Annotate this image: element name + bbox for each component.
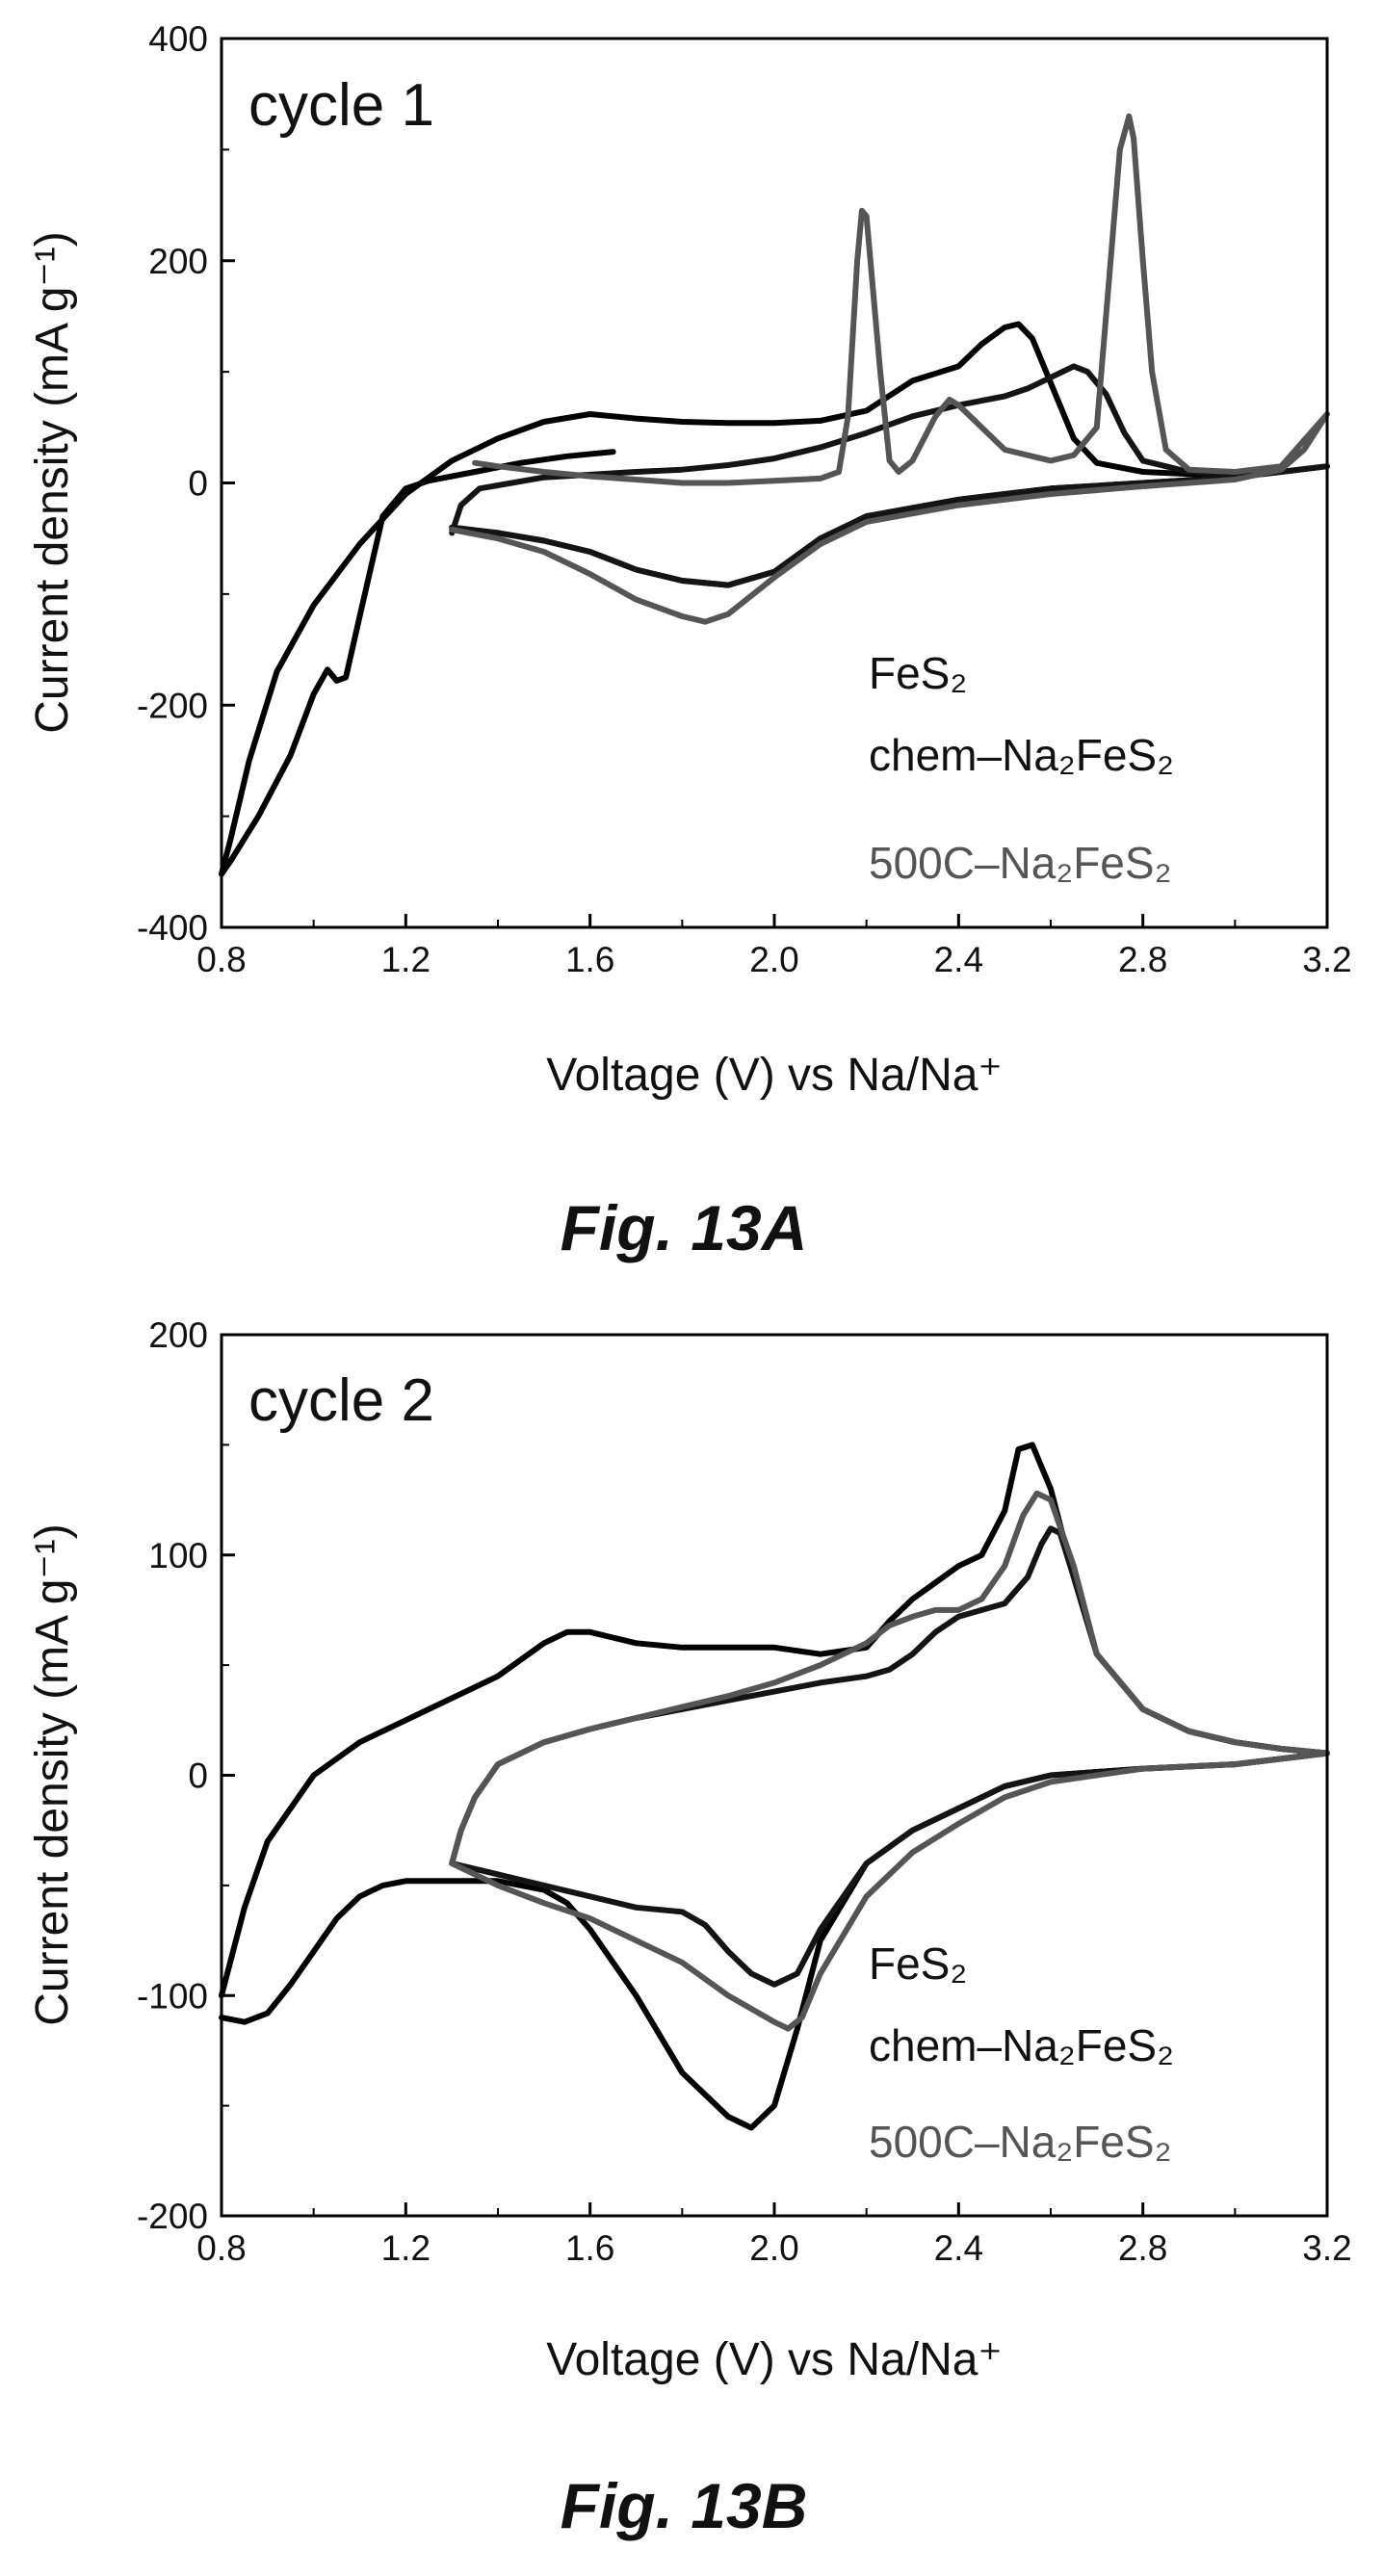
- y-axis-title-b: Current density (mA g⁻¹): [27, 1523, 78, 2025]
- x-tick-label-a-3: 2.0: [749, 940, 798, 979]
- y-tick-label-a-0: -400: [137, 908, 208, 948]
- x-tick-label-a-4: 2.4: [934, 940, 983, 979]
- series-line-a-2: [449, 113, 1330, 625]
- y-tick-label-a-4: 400: [148, 19, 208, 59]
- legend-entry-chem-a: chem–Na₂FeS₂: [869, 730, 1174, 780]
- series-line-a-1: [449, 363, 1330, 588]
- series-line-a-0: [219, 321, 1330, 877]
- y-tick-label-a-1: -200: [137, 686, 208, 725]
- x-tick-label-b-2: 1.6: [565, 2228, 614, 2268]
- x-ticks-b: 0.8 1.2 1.6 2.0 2.4 2.8 3.2: [196, 2202, 1352, 2268]
- x-tick-label-b-3: 2.0: [749, 2228, 798, 2268]
- plot-lines-a: [219, 113, 1330, 877]
- panel-label-b: cycle 2: [248, 1367, 434, 1434]
- y-tick-label-b-4: 200: [148, 1315, 208, 1355]
- x-tick-label-a-5: 2.8: [1118, 940, 1167, 979]
- x-tick-label-a-0: 0.8: [196, 940, 246, 979]
- y-ticks-a: -400 -200 0 200 400: [137, 19, 235, 948]
- x-tick-label-b-1: 1.2: [381, 2228, 431, 2268]
- chart-panel-b: 0.8 1.2 1.6 2.0 2.4 2.8 3.2 -200 -100 0 100 200 cy…: [27, 1315, 1352, 2541]
- y-tick-label-b-3: 100: [148, 1536, 208, 1575]
- legend-a: FeS₂ chem–Na₂FeS₂ 500C–Na₂FeS₂: [869, 648, 1174, 888]
- y-axis-title-a: Current density (mA g⁻¹): [27, 231, 78, 733]
- y-ticks-b: -200 -100 0 100 200: [137, 1315, 235, 2236]
- y-tick-label-b-1: -100: [137, 1976, 208, 2016]
- x-tick-label-b-4: 2.4: [934, 2228, 983, 2268]
- plot-frame-b: [220, 1333, 1329, 2218]
- figure-caption-a: Fig. 13A: [561, 1192, 808, 1263]
- legend-entry-fes2-a: FeS₂: [869, 648, 967, 698]
- y-tick-label-b-2: 0: [188, 1756, 208, 1796]
- figure-caption-b: Fig. 13B: [561, 2470, 808, 2541]
- x-tick-label-b-6: 3.2: [1302, 2228, 1351, 2268]
- chart-panel-a: 0.8 1.2 1.6 2.0 2.4 2.8 3.2 -400 -200 0 200 400 cy…: [27, 19, 1352, 1263]
- y-tick-label-b-0: -200: [137, 2197, 208, 2236]
- x-tick-label-a-2: 1.6: [565, 940, 614, 979]
- legend-entry-fes2-b: FeS₂: [869, 1939, 967, 1989]
- legend-entry-chem-b: chem–Na₂FeS₂: [869, 2020, 1174, 2070]
- x-tick-label-b-0: 0.8: [196, 2228, 246, 2268]
- series-line-b-2: [449, 1490, 1330, 2032]
- x-tick-label-b-5: 2.8: [1118, 2228, 1167, 2268]
- legend-b: FeS₂ chem–Na₂FeS₂ 500C–Na₂FeS₂: [869, 1939, 1174, 2167]
- x-tick-label-a-1: 1.2: [381, 940, 431, 979]
- x-axis-title-a: Voltage (V) vs Na/Na⁺: [546, 1050, 1003, 1101]
- plot-lines-b: [219, 1442, 1330, 2131]
- panel-label-a: cycle 1: [248, 72, 434, 139]
- y-tick-label-a-3: 200: [148, 242, 208, 281]
- x-tick-label-a-6: 3.2: [1302, 940, 1351, 979]
- legend-entry-500c-b: 500C–Na₂FeS₂: [869, 2117, 1171, 2167]
- x-ticks-a: 0.8 1.2 1.6 2.0 2.4 2.8 3.2: [196, 914, 1352, 979]
- legend-entry-500c-a: 500C–Na₂FeS₂: [869, 838, 1171, 888]
- y-tick-label-a-2: 0: [188, 464, 208, 504]
- x-axis-title-b: Voltage (V) vs Na/Na⁺: [546, 2334, 1003, 2385]
